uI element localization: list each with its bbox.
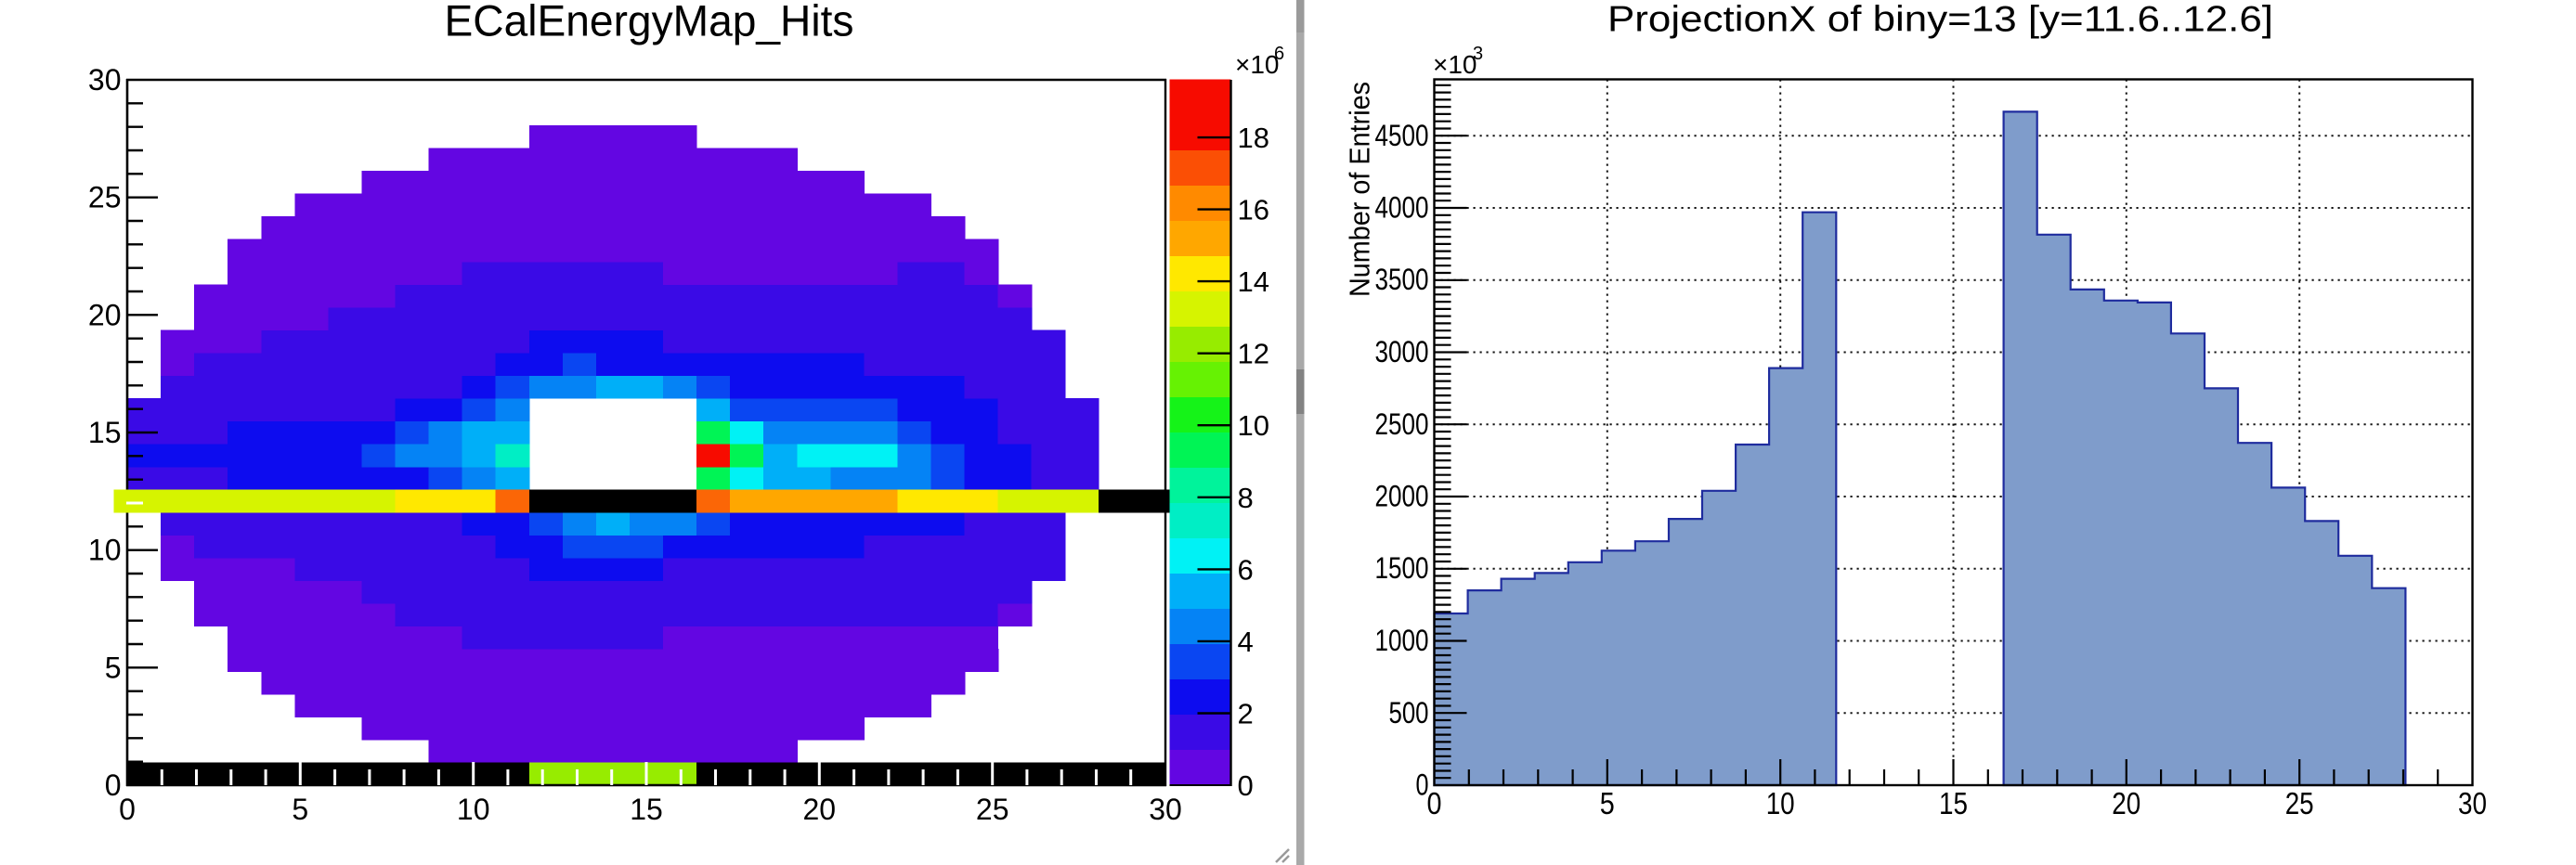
svg-text:0: 0: [1427, 786, 1442, 820]
svg-text:6: 6: [1274, 44, 1284, 64]
svg-text:8: 8: [1238, 482, 1254, 514]
svg-text:10: 10: [457, 793, 490, 826]
svg-text:0: 0: [119, 793, 136, 826]
svg-text:6: 6: [1238, 553, 1254, 586]
svg-text:18: 18: [1238, 122, 1269, 154]
svg-text:25: 25: [88, 181, 122, 214]
svg-text:15: 15: [88, 416, 122, 449]
svg-text:20: 20: [88, 298, 122, 331]
svg-text:14: 14: [1238, 265, 1269, 298]
svg-text:2: 2: [1238, 698, 1254, 730]
svg-text:25: 25: [976, 793, 1009, 826]
svg-text:5: 5: [292, 793, 308, 826]
svg-text:2000: 2000: [1375, 480, 1429, 513]
svg-text:30: 30: [88, 63, 122, 97]
svg-text:4000: 4000: [1375, 191, 1429, 225]
svg-text:3000: 3000: [1375, 335, 1429, 368]
svg-text:4500: 4500: [1375, 119, 1429, 152]
svg-text:×10: ×10: [1235, 50, 1280, 79]
svg-text:3500: 3500: [1375, 263, 1429, 296]
svg-text:1500: 1500: [1375, 551, 1429, 585]
svg-text:Number of Entries: Number of Entries: [1344, 82, 1376, 297]
svg-text:3: 3: [1473, 44, 1483, 64]
svg-text:ProjectionX of biny=13 [y=11.6: ProjectionX of biny=13 [y=11.6..12.6]: [1607, 0, 2273, 40]
svg-text:10: 10: [1238, 409, 1269, 442]
svg-text:5: 5: [1600, 786, 1615, 820]
svg-text:15: 15: [1939, 786, 1968, 820]
svg-text:ECalEnergyMap_Hits: ECalEnergyMap_Hits: [445, 0, 854, 45]
svg-text:4: 4: [1238, 626, 1254, 658]
svg-text:12: 12: [1238, 338, 1269, 370]
svg-text:15: 15: [630, 793, 663, 826]
svg-text:0: 0: [1416, 768, 1429, 802]
svg-text:16: 16: [1238, 194, 1269, 226]
svg-text:10: 10: [88, 534, 122, 567]
svg-text:0: 0: [1238, 769, 1254, 802]
svg-text:20: 20: [803, 793, 837, 826]
svg-text:0: 0: [105, 768, 122, 802]
svg-text:500: 500: [1389, 696, 1429, 729]
svg-text:1000: 1000: [1375, 624, 1429, 657]
svg-text:×10: ×10: [1433, 50, 1477, 79]
svg-text:20: 20: [2112, 786, 2140, 820]
svg-text:2500: 2500: [1375, 407, 1429, 441]
svg-text:30: 30: [2458, 786, 2487, 820]
svg-text:10: 10: [1766, 786, 1795, 820]
svg-text:5: 5: [105, 651, 122, 684]
svg-text:25: 25: [2285, 786, 2314, 820]
svg-text:30: 30: [1149, 793, 1182, 826]
